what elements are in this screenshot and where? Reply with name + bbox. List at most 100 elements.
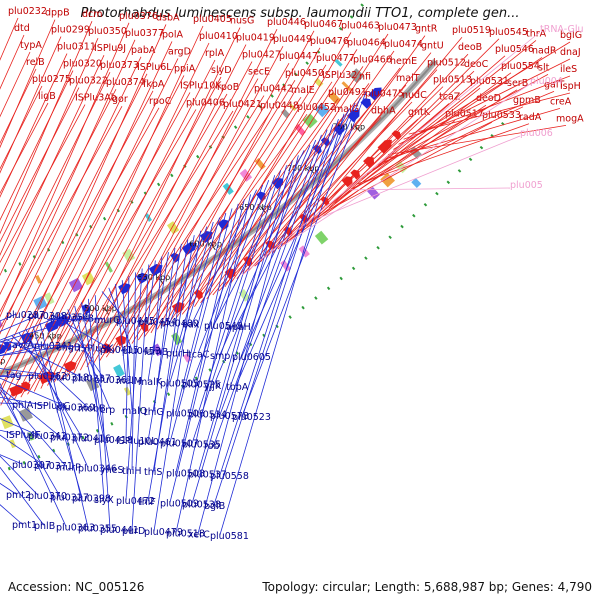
scale-tick-label: 400 kbp <box>0 356 5 365</box>
label-leader-line <box>0 85 43 170</box>
gene-label: plu0534 <box>188 410 227 421</box>
label-leader-line <box>67 309 111 409</box>
label-leader-line <box>187 32 352 311</box>
label-leader-line <box>169 226 208 323</box>
gene-label: plu0508 <box>166 468 205 479</box>
cog-category-block <box>328 91 341 105</box>
gene-label: plu0517 <box>445 109 484 120</box>
label-leader-line <box>219 145 311 355</box>
label-leader-line <box>156 47 321 330</box>
cog-category-block <box>113 364 125 378</box>
gene-label: plu0415 <box>100 345 139 356</box>
gene-label: plu0523 <box>232 412 271 423</box>
label-leader-line <box>235 108 350 327</box>
gene-label: malT <box>396 73 420 84</box>
gene-label: plu0307 <box>12 460 51 471</box>
gene-label: plu0374 <box>106 77 145 88</box>
gene-label: plu0377 <box>125 28 164 39</box>
label-leader-line <box>0 70 74 221</box>
label-leader-line <box>0 22 130 318</box>
gene-label: plu0322 <box>69 76 108 87</box>
gene-label: plu0275 <box>32 74 71 85</box>
gene-label: tcaZ <box>439 92 461 103</box>
label-leader-line <box>131 264 150 531</box>
gene-label: plu0421 <box>223 99 262 110</box>
label-leader-line <box>241 91 367 417</box>
label-leader-line <box>18 332 83 438</box>
gene-label: plu0398 <box>72 494 111 505</box>
gene-label: plu0342 <box>28 431 67 442</box>
label-leader-line <box>131 79 296 344</box>
label-leader-line <box>60 93 228 380</box>
gene-label: slyX <box>94 495 114 506</box>
gene-label: plu0372 <box>50 432 89 443</box>
gene-label: yheS <box>100 465 124 476</box>
label-leader-line <box>175 194 251 533</box>
label-leader-line <box>74 305 105 439</box>
label-leader-line <box>0 418 39 436</box>
gene-label: typA <box>20 40 42 51</box>
gene-label: argD <box>168 46 191 57</box>
label-leader-line <box>105 112 271 358</box>
gene-label: slyD <box>211 65 232 76</box>
label-leader-line <box>328 38 500 209</box>
label-leader-line <box>0 455 39 496</box>
label-leader-line <box>81 302 111 469</box>
gene-label: plu0512 <box>427 58 466 69</box>
label-leader-line <box>7 58 179 403</box>
label-leader-line <box>279 83 531 249</box>
gene-label: bglB <box>204 501 225 512</box>
label-leader-line <box>191 179 270 384</box>
gene-label: plu0519 <box>452 25 491 36</box>
gene-label: rpoC <box>149 96 172 107</box>
label-leader-line <box>350 106 524 190</box>
label-leader-line <box>0 39 136 335</box>
label-leader-line <box>382 108 561 160</box>
gene-label: plu0232 <box>8 6 47 17</box>
scale-tick-label: 650 kbp <box>239 203 272 212</box>
gene-label: plu0427 <box>242 50 281 61</box>
forward-gene <box>9 384 25 397</box>
gene-label: plu0373 <box>100 60 139 71</box>
reverse-gene <box>3 341 12 352</box>
label-leader-line <box>206 83 370 300</box>
gene-label: malG <box>334 104 359 115</box>
gene-label: plu0448 <box>260 101 299 112</box>
gene-label: pabA <box>131 45 156 56</box>
gene-label: lamB <box>144 347 168 358</box>
gene-label: plu0447 <box>279 51 318 62</box>
gene-label: plu0533 <box>482 110 521 121</box>
gene-label: plu0464 <box>347 37 386 48</box>
label-leader-line <box>194 49 358 307</box>
label-leader-line <box>125 63 290 348</box>
scale-tick-label: 450 kbp <box>29 332 62 341</box>
label-leader-line <box>169 199 245 503</box>
label-leader-line <box>235 97 361 387</box>
gene-label: plu0491 <box>328 87 367 98</box>
gene-label: plu0513 <box>433 75 472 86</box>
gene-label: pmt2 <box>6 490 31 501</box>
label-leader-line <box>47 59 216 386</box>
forward-gene <box>139 322 149 333</box>
label-leader-line <box>147 243 182 442</box>
gene-label: plu0535 <box>182 440 221 451</box>
label-leader-line <box>408 92 571 135</box>
label-leader-line <box>294 36 463 236</box>
label-leader-line <box>213 139 317 385</box>
rna-label: plu004 <box>530 76 563 87</box>
gene-label: plu0445 <box>116 316 155 327</box>
label-leader-line <box>11 335 89 408</box>
reverse-gene <box>360 98 372 109</box>
scale-tick <box>104 307 110 316</box>
label-leader-line <box>0 21 93 235</box>
gene-label: purH <box>166 348 189 359</box>
label-leader-line <box>197 175 276 414</box>
label-leader-line <box>125 268 143 501</box>
gene-label: plu0467 <box>304 19 343 30</box>
forward-gene <box>377 139 392 154</box>
cog-category-block <box>123 386 132 396</box>
label-leader-line <box>0 368 61 377</box>
label-leader-line <box>0 386 61 437</box>
label-leader-line <box>40 42 210 389</box>
gene-label: plu0507 <box>160 438 199 449</box>
